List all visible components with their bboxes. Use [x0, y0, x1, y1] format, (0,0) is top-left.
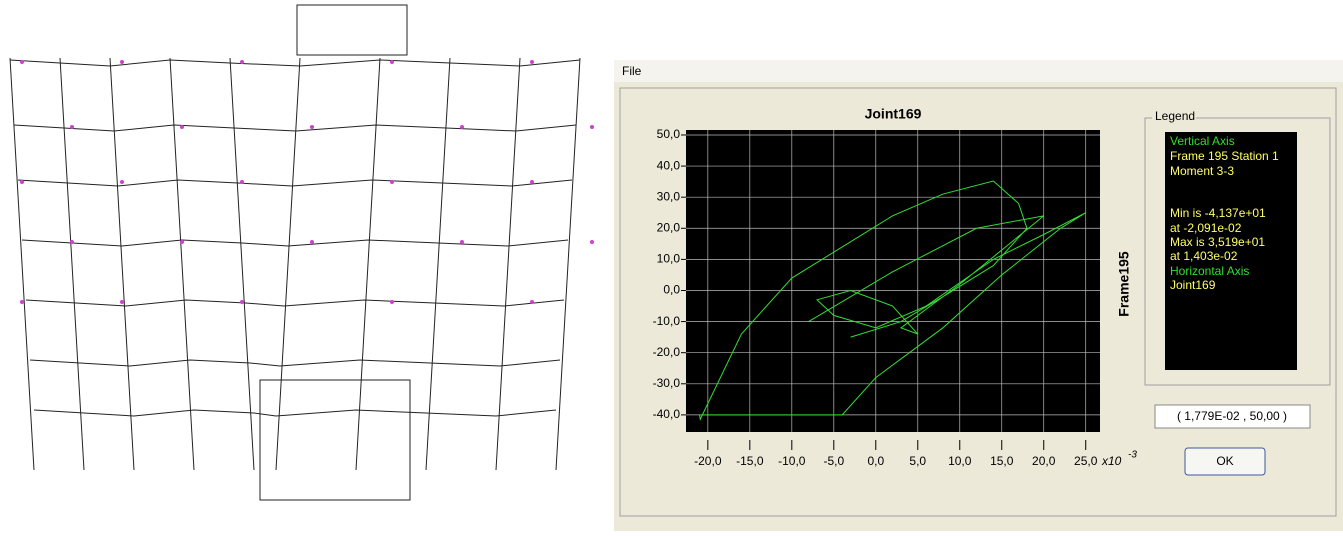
joint-dot: [180, 125, 184, 129]
plot-area: [686, 130, 1100, 432]
beam: [14, 125, 576, 131]
x-unit: x10: [1101, 454, 1122, 468]
x-tick-label: -15,0: [736, 454, 764, 468]
column: [170, 58, 194, 470]
chart-title: Joint169: [865, 106, 922, 122]
column: [10, 58, 34, 470]
column: [556, 58, 580, 470]
column: [230, 58, 254, 470]
joint-dot: [390, 60, 394, 64]
y-tick-label: 0,0: [663, 283, 680, 297]
beam: [26, 300, 564, 306]
joint-dot: [120, 60, 124, 64]
joint-dot: [530, 300, 534, 304]
column: [496, 58, 520, 470]
y-tick-label: 50,0: [657, 127, 681, 141]
column: [110, 58, 134, 470]
joint-dot: [240, 60, 244, 64]
joint-dot: [180, 240, 184, 244]
y-tick-label: 10,0: [657, 252, 681, 266]
legend-line: Vertical Axis: [1170, 134, 1235, 148]
legend-line: Joint169: [1170, 278, 1216, 292]
column: [60, 58, 84, 470]
x-tick-label: 15,0: [990, 454, 1014, 468]
joint-dot: [70, 240, 74, 244]
beam: [22, 240, 568, 246]
joint-dot: [70, 125, 74, 129]
x-unit-exponent: -3: [1128, 450, 1137, 461]
joint-dot: [590, 240, 594, 244]
y-axis-label: Frame195: [1116, 251, 1132, 317]
legend-line: Moment 3-3: [1170, 164, 1234, 178]
joint-dot: [530, 60, 534, 64]
y-tick-label: -40,0: [653, 407, 681, 421]
beam: [30, 360, 560, 366]
x-tick-label: 20,0: [1032, 454, 1056, 468]
x-tick-label: 25,0: [1074, 454, 1098, 468]
joint-dot: [240, 300, 244, 304]
legend-line: Horizontal Axis: [1170, 264, 1249, 278]
joint-dot: [590, 125, 594, 129]
column: [356, 58, 380, 470]
menu-bar: [614, 60, 1343, 82]
legend-line: Frame 195 Station 1: [1170, 149, 1279, 163]
joint-dot: [460, 240, 464, 244]
readout: ( 1,779E-02 , 50,00 ): [1177, 409, 1287, 423]
column: [426, 58, 450, 470]
joint-dot: [390, 300, 394, 304]
y-tick-label: 40,0: [657, 158, 681, 172]
x-tick-label: -20,0: [694, 454, 722, 468]
joint-dot: [530, 180, 534, 184]
legend-line: Max is 3,519e+01: [1170, 235, 1265, 249]
y-tick-label: 30,0: [657, 189, 681, 203]
joint-dot: [310, 125, 314, 129]
x-tick-label: -5,0: [823, 454, 844, 468]
ok-label: OK: [1216, 454, 1233, 468]
joint-dot: [460, 125, 464, 129]
beam: [10, 60, 580, 66]
legend-line: at -2,091e-02: [1170, 221, 1242, 235]
structure-model: [10, 5, 594, 500]
joint-dot: [310, 240, 314, 244]
legend-line: Min is -4,137e+01: [1170, 206, 1266, 220]
joint-dot: [240, 180, 244, 184]
core: [297, 5, 407, 55]
core: [260, 380, 410, 500]
y-tick-label: -20,0: [653, 345, 681, 359]
joint-dot: [120, 180, 124, 184]
x-tick-label: 0,0: [867, 454, 884, 468]
x-tick-label: -10,0: [778, 454, 806, 468]
menu-file[interactable]: File: [622, 64, 642, 78]
y-tick-label: 20,0: [657, 220, 681, 234]
joint-dot: [20, 180, 24, 184]
joint-dot: [390, 180, 394, 184]
screenshot: File Joint169 Frame195 x10 -3 Legend ( 1…: [0, 0, 1343, 531]
beam: [18, 180, 572, 186]
y-tick-label: -10,0: [653, 314, 681, 328]
x-tick-label: 5,0: [909, 454, 926, 468]
column: [276, 58, 300, 470]
joint-dot: [20, 60, 24, 64]
y-tick-label: -30,0: [653, 376, 681, 390]
joint-dot: [120, 300, 124, 304]
x-tick-label: 10,0: [948, 454, 972, 468]
legend-title: Legend: [1155, 109, 1195, 123]
page: {"menu": {"file": "File"}, "chart_data":…: [0, 0, 1343, 531]
legend-line: at 1,403e-02: [1170, 249, 1238, 263]
beam: [34, 410, 556, 416]
joint-dot: [20, 300, 24, 304]
